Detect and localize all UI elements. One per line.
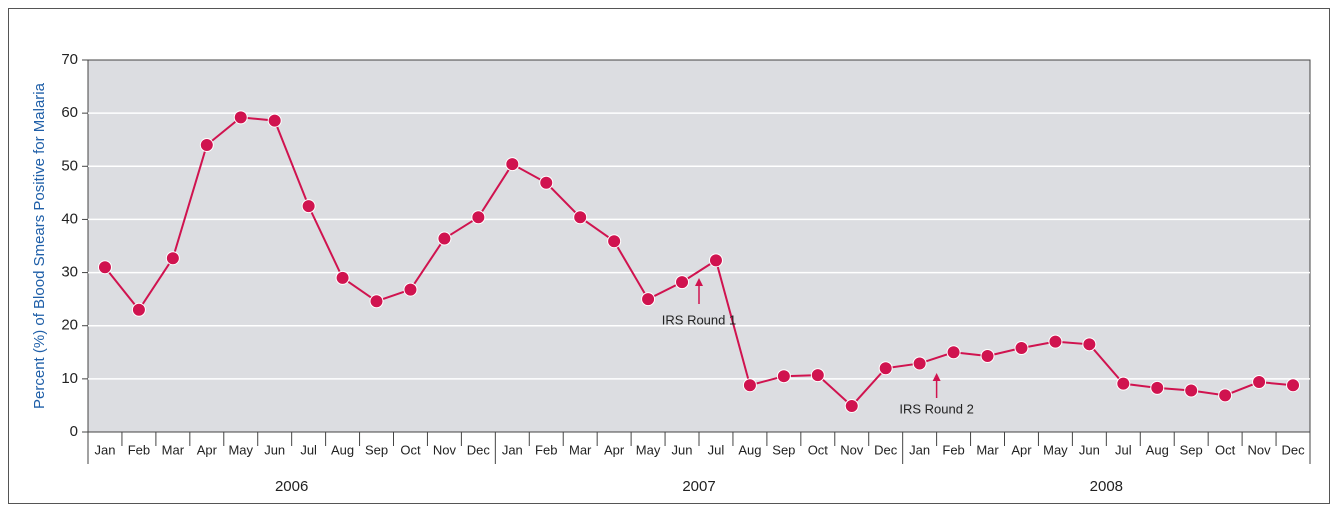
x-tick-label: Sep <box>1180 442 1203 457</box>
x-tick-label: Nov <box>433 442 457 457</box>
x-tick-label: Feb <box>128 442 150 457</box>
data-point <box>199 138 214 153</box>
y-tick-label: 0 <box>70 423 78 440</box>
x-tick-label: Jan <box>502 442 523 457</box>
y-tick-label: 20 <box>61 317 78 334</box>
x-tick-label: May <box>1043 442 1068 457</box>
data-point <box>131 302 146 317</box>
x-tick-label: Apr <box>197 442 218 457</box>
data-point <box>1082 337 1097 352</box>
annotation-arrowhead <box>695 278 703 286</box>
data-point <box>980 349 995 364</box>
data-point <box>505 157 520 172</box>
data-point <box>675 275 690 290</box>
data-point <box>1116 376 1131 391</box>
data-point <box>267 113 282 128</box>
x-tick-label: Jul <box>708 442 725 457</box>
y-tick-label: 10 <box>61 370 78 387</box>
x-tick-label: Jul <box>300 442 317 457</box>
data-point <box>844 398 859 413</box>
data-point <box>1286 378 1301 393</box>
group-label: 2008 <box>1090 478 1123 495</box>
data-line <box>104 116 1294 408</box>
data-point <box>233 110 248 125</box>
x-tick-label: Oct <box>808 442 829 457</box>
data-point <box>742 378 757 393</box>
frame <box>8 8 1330 504</box>
group-label: 2006 <box>275 478 308 495</box>
x-tick-label: Jul <box>1115 442 1132 457</box>
annotation-label: IRS Round 1 <box>662 312 736 327</box>
plot-area <box>87 59 1311 433</box>
y-tick-label: 70 <box>61 51 78 68</box>
data-point <box>165 251 180 266</box>
data-point <box>912 356 927 371</box>
x-tick-label: Apr <box>604 442 625 457</box>
data-point <box>1150 380 1165 395</box>
y-tick-label: 50 <box>61 157 78 174</box>
data-point <box>97 260 112 275</box>
y-axis-label: Percent (%) of Blood Smears Positive for… <box>31 82 48 409</box>
x-tick-label: Oct <box>1215 442 1236 457</box>
data-point <box>1218 388 1233 403</box>
x-tick-label: Nov <box>1248 442 1272 457</box>
data-point <box>946 345 961 360</box>
x-tick-label: Dec <box>467 442 491 457</box>
data-point <box>335 270 350 285</box>
annotation-label: IRS Round 2 <box>899 401 973 416</box>
data-point <box>1048 334 1063 349</box>
x-tick-label: Jun <box>672 442 693 457</box>
x-tick-label: Apr <box>1011 442 1032 457</box>
data-point <box>810 368 825 383</box>
data-point <box>1014 341 1029 356</box>
data-point <box>776 369 791 384</box>
x-tick-label: Aug <box>331 442 354 457</box>
data-point <box>471 210 486 225</box>
data-point <box>1252 375 1267 390</box>
x-tick-label: Aug <box>738 442 761 457</box>
x-tick-label: Sep <box>365 442 388 457</box>
data-point <box>708 253 723 268</box>
annotation-arrowhead <box>932 373 941 381</box>
y-tick-label: 30 <box>61 264 78 281</box>
x-tick-label: Dec <box>1281 442 1305 457</box>
x-tick-label: May <box>228 442 253 457</box>
y-tick-label: 40 <box>61 210 78 227</box>
data-point <box>607 234 622 249</box>
x-tick-label: Feb <box>535 442 557 457</box>
data-point <box>641 292 656 307</box>
x-tick-label: Nov <box>840 442 864 457</box>
group-label: 2007 <box>682 478 715 495</box>
x-tick-label: May <box>636 442 661 457</box>
x-tick-label: Sep <box>772 442 795 457</box>
x-tick-label: Aug <box>1146 442 1169 457</box>
data-point <box>539 175 554 190</box>
y-tick-label: 60 <box>61 104 78 121</box>
x-tick-label: Jun <box>1079 442 1100 457</box>
x-tick-label: Dec <box>874 442 898 457</box>
x-tick-label: Jan <box>94 442 115 457</box>
x-tick-label: Mar <box>162 442 185 457</box>
x-tick-label: Oct <box>400 442 421 457</box>
data-point <box>301 199 316 214</box>
data-point <box>437 231 452 246</box>
x-tick-label: Mar <box>569 442 592 457</box>
data-point <box>573 210 588 225</box>
x-tick-label: Jun <box>264 442 285 457</box>
x-tick-label: Jan <box>909 442 930 457</box>
data-point <box>403 282 418 297</box>
data-point <box>878 361 893 376</box>
data-point <box>369 294 384 309</box>
data-point <box>1184 383 1199 398</box>
x-tick-label: Feb <box>942 442 964 457</box>
x-tick-label: Mar <box>976 442 999 457</box>
